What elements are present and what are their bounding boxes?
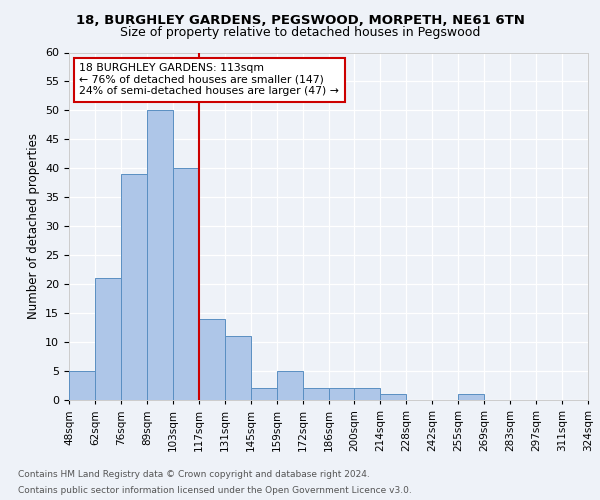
Bar: [380, 394, 406, 400]
Bar: [95, 278, 121, 400]
Bar: [225, 336, 251, 400]
Text: Size of property relative to detached houses in Pegswood: Size of property relative to detached ho…: [120, 26, 480, 39]
Bar: [147, 110, 173, 400]
Bar: [458, 394, 484, 400]
Bar: [302, 388, 329, 400]
Bar: [173, 168, 199, 400]
Text: Contains HM Land Registry data © Crown copyright and database right 2024.: Contains HM Land Registry data © Crown c…: [18, 470, 370, 479]
Text: Contains public sector information licensed under the Open Government Licence v3: Contains public sector information licen…: [18, 486, 412, 495]
Bar: [355, 388, 380, 400]
Bar: [199, 319, 224, 400]
Bar: [69, 371, 95, 400]
Bar: [251, 388, 277, 400]
Y-axis label: Number of detached properties: Number of detached properties: [26, 133, 40, 320]
Bar: [277, 371, 302, 400]
Text: 18 BURGHLEY GARDENS: 113sqm
← 76% of detached houses are smaller (147)
24% of se: 18 BURGHLEY GARDENS: 113sqm ← 76% of det…: [79, 63, 339, 96]
Bar: [329, 388, 355, 400]
Text: 18, BURGHLEY GARDENS, PEGSWOOD, MORPETH, NE61 6TN: 18, BURGHLEY GARDENS, PEGSWOOD, MORPETH,…: [76, 14, 524, 27]
Bar: [121, 174, 147, 400]
